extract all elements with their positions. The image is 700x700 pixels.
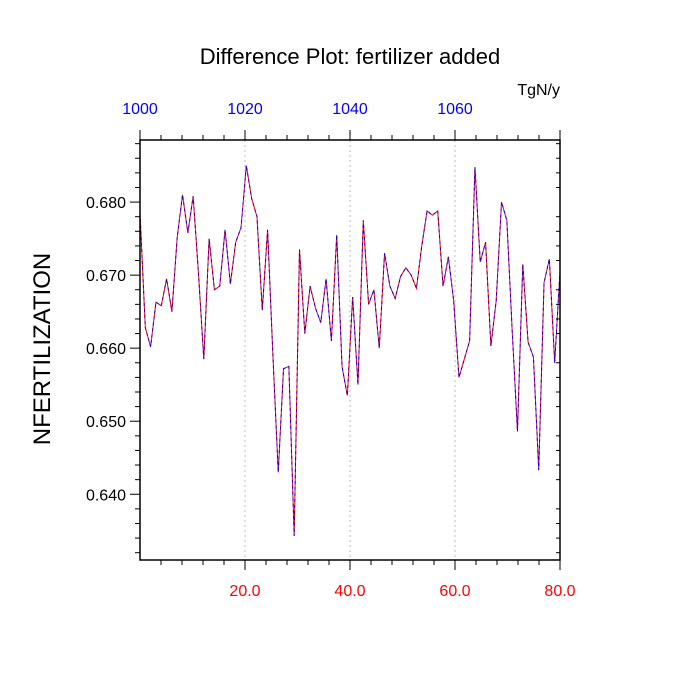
units-label: TgN/y bbox=[517, 82, 560, 99]
plot-frame bbox=[139, 139, 561, 561]
y-tick-label: 0.680 bbox=[86, 195, 126, 212]
x-top-tick-label: 1060 bbox=[437, 101, 473, 118]
x-tick-label: 20.0 bbox=[229, 583, 260, 600]
tick-layer bbox=[130, 130, 561, 570]
chart-title: Difference Plot: fertilizer added bbox=[200, 44, 500, 69]
series-layer bbox=[139, 165, 561, 536]
y-axis-label: NFERTILIZATION bbox=[29, 253, 56, 445]
y-tick-label: 0.640 bbox=[86, 487, 126, 504]
series-line-red bbox=[139, 165, 561, 536]
x-tick-label: 80.0 bbox=[544, 583, 575, 600]
y-tick-label: 0.650 bbox=[86, 414, 126, 431]
x-top-tick-label: 1040 bbox=[332, 101, 368, 118]
x-top-tick-label: 1000 bbox=[122, 101, 158, 118]
x-tick-label: 60.0 bbox=[439, 583, 470, 600]
y-tick-label: 0.660 bbox=[86, 341, 126, 358]
tick-label-layer: 0.640 0.650 0.660 0.670 0.680 20.0 40.0 60.0 80.… bbox=[86, 101, 576, 600]
y-tick-label: 0.670 bbox=[86, 268, 126, 285]
x-top-tick-label: 1020 bbox=[227, 101, 263, 118]
x-tick-label: 40.0 bbox=[334, 583, 365, 600]
